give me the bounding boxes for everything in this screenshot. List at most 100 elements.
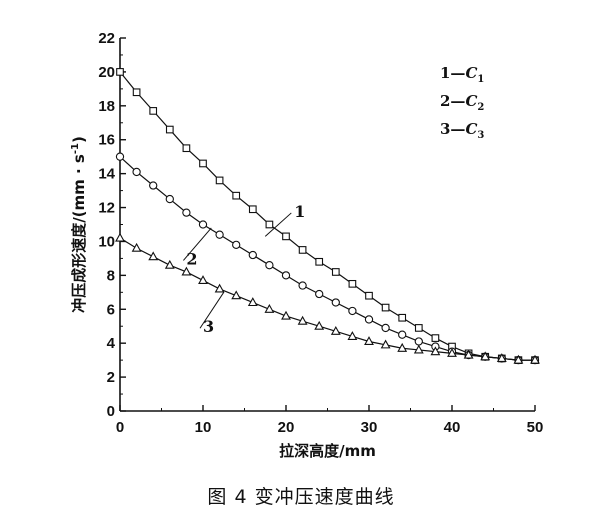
series-1-line [119, 71, 535, 361]
series-1-point [149, 107, 158, 115]
series-3-point [148, 251, 159, 261]
chart: 0 2 4 6 8 10 12 14 16 18 20 22 0 10 20 30 40 50 拉深高度/mm 冲压成… [70, 30, 543, 460]
x-tick-label: 30 [361, 419, 378, 436]
y-tick-label: 12 [98, 200, 115, 217]
y-tick-label: 0 [107, 403, 115, 420]
series-1-point [199, 159, 207, 168]
series-1-point [215, 176, 224, 185]
series-3-point [131, 242, 142, 252]
legend-entry: 2—C2 [440, 92, 484, 113]
series-3-line [119, 237, 535, 361]
series-2-point [215, 230, 224, 239]
series-3-point [447, 348, 457, 357]
y-tick-label: 22 [98, 30, 115, 47]
series-1-point [116, 68, 124, 76]
series-3-point [164, 259, 175, 269]
x-tick-label: 40 [444, 419, 461, 436]
series-2-point [398, 330, 407, 339]
series-3-point [247, 297, 258, 307]
legend-entry: 3—C3 [440, 120, 484, 141]
series-3-point [198, 275, 208, 285]
series-group [115, 68, 540, 365]
curve-label-leader [264, 212, 292, 237]
y-tick-label: 10 [98, 233, 115, 250]
y-tick-label: 2 [107, 369, 115, 386]
series-2-point [414, 337, 423, 346]
x-tick-label: 0 [116, 419, 124, 436]
y-tick-label: 14 [98, 166, 115, 183]
series-1-point [298, 246, 307, 254]
series-1-point [365, 291, 373, 300]
series-2-line [119, 156, 535, 361]
series-3-point [364, 336, 374, 346]
y-tick-label: 6 [107, 301, 115, 318]
y-tick-label: 8 [107, 267, 115, 284]
series-1-point [331, 268, 340, 276]
series-1-point [431, 334, 440, 342]
curve-label-leader [183, 227, 212, 261]
series-2-point [132, 167, 141, 177]
series-1 [116, 68, 539, 364]
series-2-point [198, 220, 208, 229]
series-3-point [496, 353, 507, 362]
series-2-point [115, 152, 125, 161]
y-axis-label: 冲压成形速度/(mm · s-1) [70, 136, 88, 313]
x-tick-label: 10 [195, 419, 212, 436]
series-1-point [132, 88, 141, 97]
series-3 [115, 232, 540, 364]
series-2 [115, 152, 540, 365]
series-3-point [330, 325, 341, 335]
series-1-point [348, 279, 357, 288]
series-1-point [265, 220, 274, 229]
series-3-point [231, 290, 242, 300]
series-2-point [149, 181, 158, 190]
series-2-point [331, 298, 340, 307]
series-3-point [347, 331, 358, 340]
curve-label-3: 3 [203, 317, 214, 336]
series-3-point [297, 315, 308, 325]
series-2-point [165, 194, 174, 204]
series-2-point [281, 271, 291, 280]
series-3-point [181, 266, 192, 276]
series-2-point [265, 261, 274, 270]
series-3-point [513, 354, 524, 364]
series-3-point [430, 346, 441, 356]
y-tick-label: 4 [107, 335, 116, 352]
series-3-point [281, 310, 291, 320]
y-tick-label: 20 [98, 64, 115, 81]
series-1-point [248, 205, 257, 214]
series-1-point [282, 232, 290, 241]
series-1-point [381, 303, 390, 312]
legend-entry: 1—C1 [440, 64, 484, 85]
curve-label-1: 1 [294, 202, 305, 221]
x-axis-label: 拉深高度/mm [279, 442, 376, 460]
y-tick-label: 18 [98, 98, 115, 115]
y-tick-label: 16 [98, 132, 115, 149]
series-2-point [248, 250, 257, 260]
series-3-point [397, 342, 408, 352]
x-tick-label: 50 [527, 419, 544, 436]
series-2-point [232, 240, 241, 249]
series-3-point [380, 339, 391, 349]
series-2-point [348, 306, 357, 316]
curve-labels: 1 2 3 [183, 202, 305, 336]
series-2-point [298, 281, 307, 290]
series-3-point [463, 349, 474, 359]
series-3-point [115, 232, 125, 242]
x-tick-label: 20 [278, 419, 295, 436]
series-1-point [232, 191, 241, 200]
series-1-point [315, 257, 324, 266]
series-1-point [165, 125, 174, 134]
figure-caption: 图 4 变冲压速度曲线 [207, 486, 395, 508]
series-3-point [264, 303, 275, 313]
axes: 0 2 4 6 8 10 12 14 16 18 20 22 0 10 20 30 40 50 拉深高度/mm 冲压成… [70, 30, 543, 460]
series-3-point [530, 354, 540, 364]
series-3-point [214, 283, 225, 293]
legend: 1—C1 2—C2 3—C3 [440, 64, 484, 141]
series-3-point [314, 320, 325, 330]
series-3-point [413, 344, 424, 354]
series-3-point [480, 351, 491, 361]
series-2-point [364, 315, 374, 324]
series-2-point [381, 323, 390, 333]
curve-label-leader [199, 292, 225, 329]
